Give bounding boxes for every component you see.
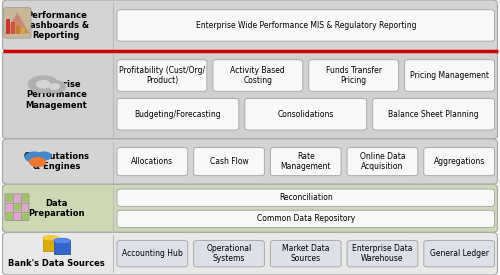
Text: Enterprise Data
Warehouse: Enterprise Data Warehouse: [352, 244, 412, 263]
Bar: [16, 25, 20, 34]
Bar: [43, 238, 59, 251]
Circle shape: [37, 152, 51, 160]
Text: General Ledger: General Ledger: [430, 249, 488, 258]
Text: Allocations: Allocations: [132, 157, 173, 166]
Text: Rate
Management: Rate Management: [280, 152, 331, 171]
Polygon shape: [5, 12, 29, 34]
Text: Reconciliation: Reconciliation: [279, 193, 332, 202]
Bar: [14, 203, 20, 211]
Text: Computations
& Engines: Computations & Engines: [23, 152, 89, 171]
FancyBboxPatch shape: [308, 60, 398, 91]
FancyBboxPatch shape: [372, 98, 494, 130]
FancyBboxPatch shape: [117, 210, 494, 228]
FancyBboxPatch shape: [2, 0, 498, 51]
Text: Funds Transfer
Pricing: Funds Transfer Pricing: [326, 66, 382, 85]
Text: Balance Sheet Planning: Balance Sheet Planning: [388, 110, 479, 119]
FancyBboxPatch shape: [4, 8, 31, 38]
Ellipse shape: [54, 238, 70, 243]
Bar: [11, 22, 15, 34]
FancyBboxPatch shape: [2, 139, 498, 184]
FancyBboxPatch shape: [2, 184, 498, 232]
Text: Aggregations: Aggregations: [434, 157, 485, 166]
Text: Performance
Dashboards &
Reporting: Performance Dashboards & Reporting: [23, 10, 90, 40]
Text: Operational
Systems: Operational Systems: [206, 244, 252, 263]
FancyBboxPatch shape: [270, 147, 341, 176]
FancyBboxPatch shape: [2, 51, 498, 139]
Text: Activity Based
Costing: Activity Based Costing: [230, 66, 285, 85]
Text: Common Data Repository: Common Data Repository: [256, 214, 355, 223]
Circle shape: [36, 81, 50, 88]
Circle shape: [28, 76, 58, 93]
Bar: [6, 212, 12, 220]
FancyBboxPatch shape: [424, 240, 494, 267]
Bar: [6, 19, 10, 34]
Text: Budgeting/Forecasting: Budgeting/Forecasting: [134, 110, 221, 119]
FancyBboxPatch shape: [194, 147, 264, 176]
FancyBboxPatch shape: [404, 60, 494, 91]
Text: Online Data
Acquisition: Online Data Acquisition: [360, 152, 406, 171]
FancyBboxPatch shape: [213, 60, 303, 91]
Ellipse shape: [43, 236, 59, 240]
Circle shape: [50, 84, 59, 89]
Text: Consolidations: Consolidations: [278, 110, 334, 119]
FancyBboxPatch shape: [424, 147, 494, 176]
Circle shape: [44, 81, 66, 93]
Bar: [21, 28, 24, 34]
Bar: [6, 194, 12, 202]
Text: Cash Flow: Cash Flow: [210, 157, 248, 166]
Text: Data
Preparation: Data Preparation: [28, 199, 84, 218]
FancyBboxPatch shape: [117, 189, 494, 206]
FancyBboxPatch shape: [194, 240, 264, 267]
Text: Pricing Management: Pricing Management: [410, 71, 489, 80]
FancyBboxPatch shape: [117, 98, 239, 130]
FancyBboxPatch shape: [245, 98, 366, 130]
Bar: [54, 240, 70, 254]
Text: Profitability (Cust/Org/
Product): Profitability (Cust/Org/ Product): [119, 66, 205, 85]
FancyBboxPatch shape: [117, 60, 207, 91]
Circle shape: [30, 158, 46, 166]
FancyBboxPatch shape: [347, 240, 418, 267]
Bar: [22, 212, 29, 220]
FancyBboxPatch shape: [270, 240, 341, 267]
Text: Bank's Data Sources: Bank's Data Sources: [8, 258, 104, 268]
FancyBboxPatch shape: [2, 232, 498, 275]
Text: Accounting Hub: Accounting Hub: [122, 249, 182, 258]
Text: Enterprise Wide Performance MIS & Regulatory Reporting: Enterprise Wide Performance MIS & Regula…: [196, 21, 416, 30]
Bar: [22, 194, 29, 202]
Text: Enterprise
Performance
Management: Enterprise Performance Management: [26, 80, 87, 110]
FancyBboxPatch shape: [117, 147, 188, 176]
FancyBboxPatch shape: [117, 240, 188, 267]
Circle shape: [25, 152, 43, 162]
FancyBboxPatch shape: [5, 194, 29, 220]
FancyBboxPatch shape: [347, 147, 418, 176]
FancyBboxPatch shape: [117, 10, 494, 41]
Text: Market Data
Sources: Market Data Sources: [282, 244, 330, 263]
